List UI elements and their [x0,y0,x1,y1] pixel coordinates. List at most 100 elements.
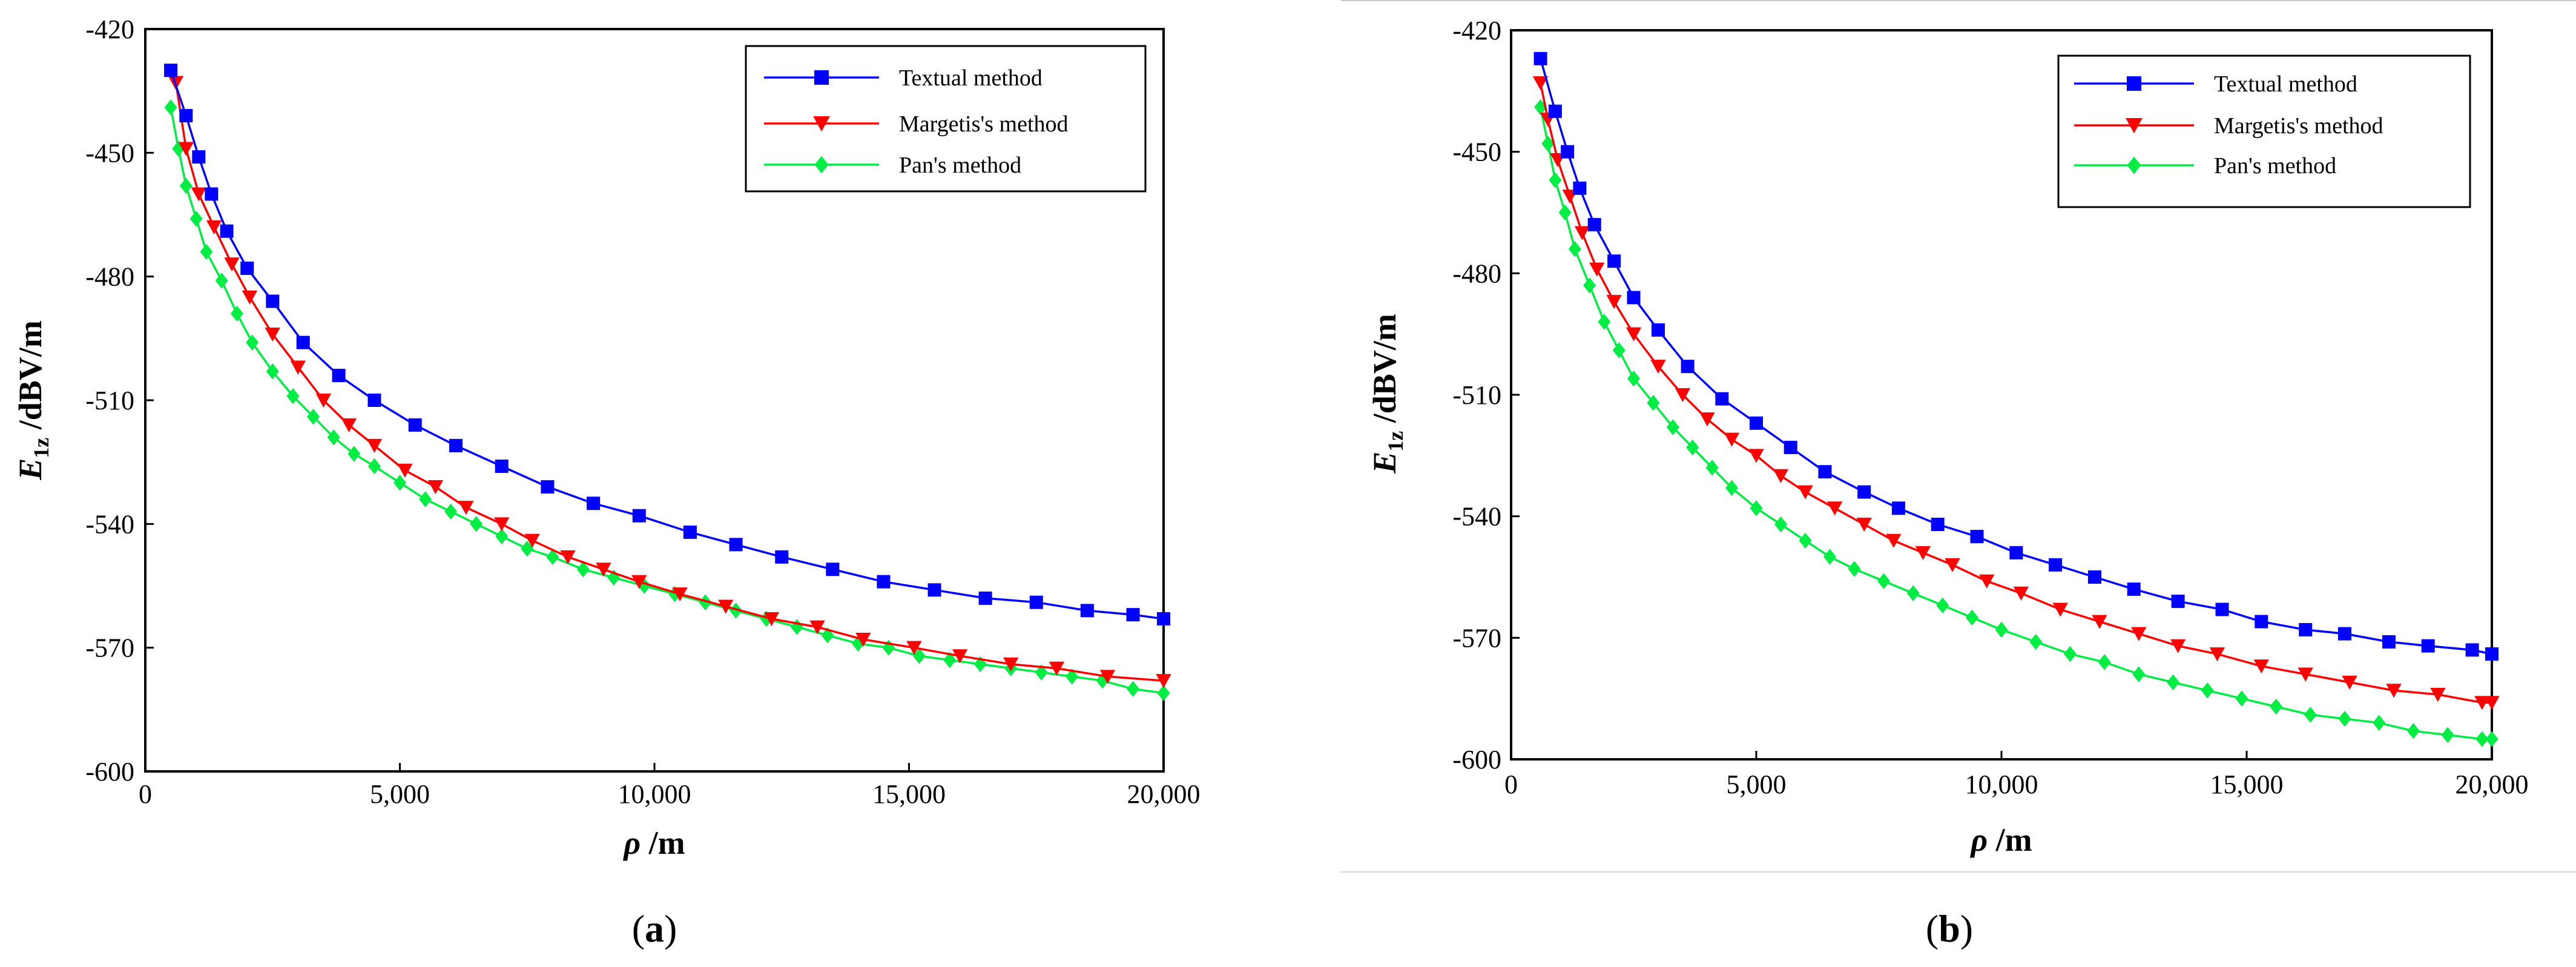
data-point [1612,342,1626,358]
data-point [265,328,280,342]
data-point [821,627,834,644]
data-point [215,272,228,289]
data-point [587,497,601,510]
y-tick-label: -450 [1452,137,1501,167]
data-point [952,649,968,664]
data-point [315,394,331,408]
data-point [851,635,865,652]
data-point [809,620,825,635]
data-point [2485,647,2499,661]
data-point [1574,226,1590,240]
data-point [683,525,697,539]
data-point [444,503,458,520]
data-point [1647,395,1660,411]
x-tick-label: 0 [139,779,152,809]
data-point [2170,639,2186,653]
data-point [427,480,444,495]
data-point [1681,360,1695,374]
data-point [1573,181,1587,195]
data-point [1156,674,1171,688]
panel-a-y-axis-label: E1z /dBV/m [12,320,53,481]
data-point [1666,419,1679,435]
panel-b-x-ticks: 0 5,000 10,000 15,000 20,000 [1504,751,2529,799]
data-point [240,262,254,276]
panel-a-x-axis-label: ρ /m [622,825,685,861]
legend-entry: Textual method [764,65,1043,91]
data-point [1099,670,1116,684]
series-line [1539,82,2492,704]
data-point [495,459,509,473]
data-point [1157,612,1170,625]
data-point [332,369,346,383]
data-point [286,388,300,404]
data-point [2299,622,2313,636]
data-point [943,652,957,668]
y-tick-label: -570 [1452,623,1501,653]
x-tick-label: 5,000 [370,779,430,809]
data-point [1606,295,1622,309]
data-point [1561,145,1575,159]
data-point [1705,460,1719,476]
legend-entry: Margetis's method [764,111,1069,137]
series-pan-s-method [1534,99,2499,747]
y-tick-label: -600 [1452,745,1501,774]
data-point [2209,647,2225,662]
y-tick-label: -510 [1452,380,1501,410]
data-point [419,491,432,507]
x-tick-label: 20,000 [1127,779,1201,809]
data-point [2298,667,2313,682]
data-point [760,610,773,627]
data-point [973,656,987,673]
data-point [1127,681,1139,697]
series-margetis-s-method [1532,76,2500,710]
data-point [230,305,243,322]
series-textual-method [1533,51,2499,661]
panel-a-y-ticks: -420 -450 -480 -510 -540 -570 -600 [85,15,154,787]
data-point [1558,204,1572,221]
data-point [1587,218,1601,232]
data-point [2127,583,2141,596]
data-point [2092,615,2107,629]
y-tick-label: -480 [1452,259,1501,288]
panel-b-y-axis-label: E1z /dBV/m [1366,314,1408,474]
data-point [2049,558,2063,572]
data-point [2255,615,2268,629]
data-point [1886,533,1902,548]
data-point [2304,707,2317,723]
legend-label: Textual method [899,65,1043,91]
data-point [1995,621,2008,638]
data-point [179,109,193,123]
data-point [877,575,891,589]
data-point [1945,558,1960,573]
data-point [366,438,383,454]
data-point [1627,371,1640,387]
data-point [394,475,406,491]
y-tick-label: -540 [1452,502,1501,532]
data-point [1827,501,1843,516]
data-point [1773,469,1789,483]
x-tick-label: 15,000 [872,779,946,809]
x-tick-label: 10,000 [618,779,691,809]
panel-a-caption: (a) [632,907,677,950]
legend-marker [814,70,829,85]
data-point [2484,696,2500,710]
data-point [1797,485,1813,500]
legend-label: Margetis's method [899,111,1069,137]
data-point [2132,666,2146,682]
data-point [855,633,871,647]
data-point [1589,262,1605,277]
data-point [2386,684,2402,698]
panel-b-x-axis-label: ρ /m [1969,822,2032,858]
data-point [596,563,611,577]
data-point [541,480,555,494]
data-point [2215,602,2229,616]
data-point [912,648,926,664]
data-point [763,612,780,627]
panel-b-caption: (b) [1926,907,1973,950]
data-point [1652,323,1665,337]
panel-b-legend: Textual method Margetis's method Pan's met… [2057,54,2471,208]
data-point [1003,657,1019,672]
data-point [470,516,483,532]
panel-a-series [164,64,1171,701]
data-point [1532,76,1549,91]
